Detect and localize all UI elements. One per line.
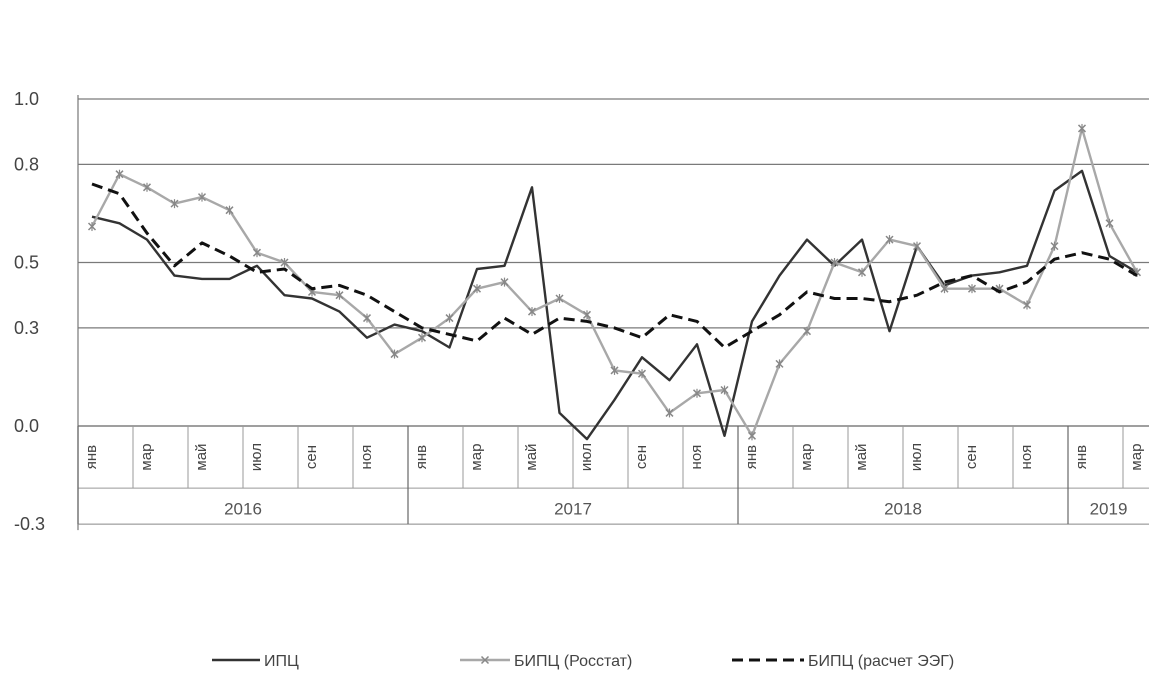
data-point (362, 313, 372, 323)
data-point (170, 199, 179, 209)
data-point (225, 205, 234, 215)
data-point (775, 359, 784, 369)
series-line-3 (91, 182, 1138, 349)
series-line-1 (91, 169, 1138, 441)
data-point (87, 222, 97, 232)
data-point (335, 290, 344, 300)
data-point (665, 408, 674, 418)
x-tick-label: мар (798, 444, 815, 471)
y-tick-label: 1.0 (14, 89, 39, 109)
axes: 1.0 0.8 0.5 0.3 0.0 -0.3 янв мар май июл сен ноя янв… (14, 89, 1149, 534)
data-point (720, 385, 729, 395)
data-point (1105, 218, 1114, 228)
x-tick-label: янв (743, 445, 760, 469)
data-point (940, 284, 949, 294)
data-point (912, 241, 922, 251)
year-label: 2017 (554, 499, 592, 518)
x-tick-label: май (853, 444, 870, 471)
x-tick-label: июл (908, 443, 925, 471)
x-tick-label: июл (248, 443, 265, 471)
x-tick-label: май (193, 444, 210, 471)
legend-label: БИПЦ (расчет ЭЭГ) (808, 653, 954, 670)
y-tick-label: 0.5 (14, 253, 39, 273)
year-label: 2018 (884, 499, 922, 518)
data-point (747, 431, 757, 441)
data-point (115, 169, 124, 179)
data-point (252, 248, 262, 258)
data-point (197, 192, 207, 202)
data-point (500, 277, 509, 287)
y-tick-label: 0.3 (14, 318, 39, 338)
x-tick-label: сен (633, 445, 650, 469)
data-point (692, 388, 702, 398)
x-tick-label: ноя (1018, 445, 1035, 470)
gridlines (78, 98, 1149, 329)
legend: ИПЦ БИПЦ (Росстат) БИПЦ (расчет ЭЭГ) (212, 653, 954, 670)
data-point (967, 284, 977, 294)
legend-marker (480, 655, 490, 665)
x-tick-label: мар (1128, 444, 1145, 471)
series (87, 123, 1142, 441)
data-point (802, 326, 812, 336)
year-label: 2016 (224, 499, 262, 518)
x-tick-label: янв (83, 445, 100, 469)
data-point (857, 267, 867, 277)
data-point (390, 349, 399, 359)
data-point (142, 182, 152, 192)
year-label: 2019 (1090, 499, 1128, 518)
x-tick-label: сен (963, 445, 980, 469)
x-tick-label: янв (1073, 445, 1090, 469)
x-tick-label: ноя (688, 445, 705, 470)
y-tick-label: -0.3 (14, 514, 45, 534)
y-tick-label: 0.0 (14, 416, 39, 436)
data-point (885, 235, 894, 245)
legend-label: БИПЦ (Росстат) (514, 653, 632, 670)
data-point (610, 365, 619, 375)
legend-label: ИПЦ (264, 653, 299, 670)
data-point (472, 284, 482, 294)
data-point (527, 307, 537, 317)
x-tick-label: сен (303, 445, 320, 469)
x-tick-label: июл (578, 443, 595, 471)
data-point (555, 293, 564, 303)
data-point (1022, 300, 1032, 310)
x-tick-label: мар (138, 444, 155, 471)
data-point (830, 258, 839, 267)
x-tick-label: ноя (358, 445, 375, 470)
x-tick-label: янв (413, 445, 430, 469)
data-point (445, 313, 454, 323)
data-point (1077, 123, 1087, 133)
data-point (582, 310, 592, 320)
data-point (417, 333, 427, 343)
x-tick-label: мар (468, 444, 485, 471)
y-tick-label: 0.8 (14, 154, 39, 174)
data-point (637, 369, 647, 379)
data-point (1050, 241, 1059, 251)
x-tick-label: май (523, 444, 540, 471)
data-point (280, 258, 289, 267)
